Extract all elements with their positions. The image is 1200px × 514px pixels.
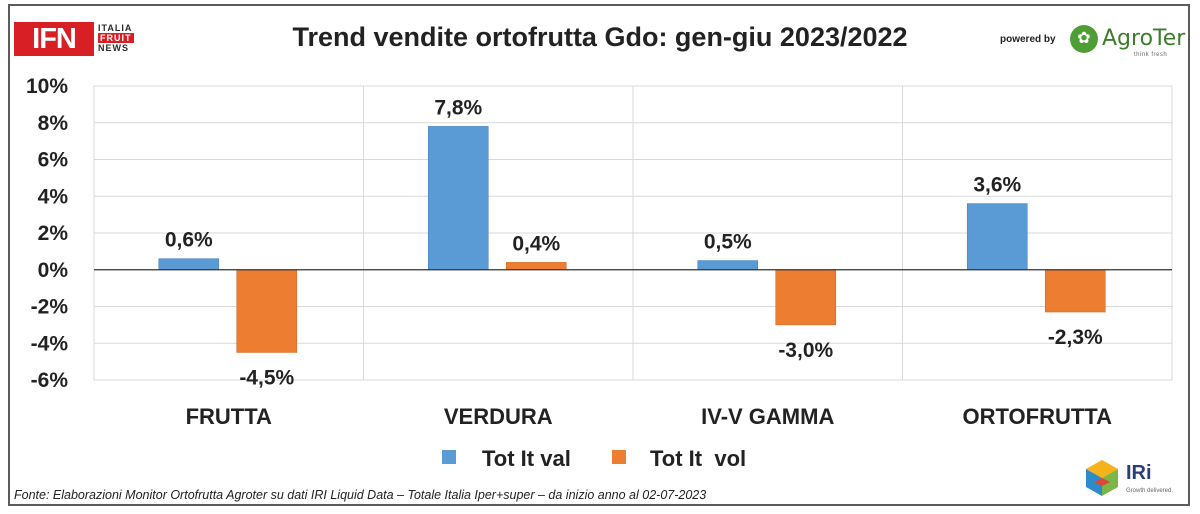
y-tick-label: 4% bbox=[38, 185, 69, 208]
legend-label-tot-it-vol: Tot It vol bbox=[650, 446, 747, 471]
chart-title: Trend vendite ortofrutta Gdo: gen-giu 20… bbox=[292, 22, 908, 52]
x-category-label: IV-V GAMMA bbox=[701, 404, 834, 429]
source-note: Fonte: Elaborazioni Monitor Ortofrutta A… bbox=[14, 488, 707, 502]
y-tick-label: 2% bbox=[38, 222, 69, 245]
iri-logo-tagline: Growth delivered. bbox=[1126, 488, 1174, 494]
agroter-logo: ✿ AgroTer think fresh bbox=[1070, 22, 1185, 62]
ifn-logo-text: ITALIA FRUIT NEWS bbox=[98, 23, 134, 53]
y-tick-label: -4% bbox=[31, 332, 69, 355]
x-category-label: ORTOFRUTTA bbox=[963, 404, 1113, 429]
y-tick-label: 0% bbox=[38, 259, 69, 282]
leaf-icon: ✿ bbox=[1070, 25, 1098, 53]
y-tick-label: 8% bbox=[38, 112, 69, 135]
ifn-logo: IFN ITALIA FRUIT NEWS bbox=[14, 18, 144, 58]
bar-val bbox=[966, 203, 1028, 271]
agroter-logo-name: AgroTer bbox=[1102, 26, 1186, 51]
powered-by-label: powered by bbox=[1000, 34, 1056, 45]
agroter-logo-tagline: think fresh bbox=[1134, 52, 1168, 58]
data-label: 0,4% bbox=[512, 232, 560, 255]
bar-val bbox=[697, 260, 759, 271]
data-label: -4,5% bbox=[239, 366, 294, 389]
iri-logo: IRi Growth delivered. bbox=[1084, 458, 1184, 502]
bar-vol bbox=[775, 269, 837, 326]
bar-val bbox=[158, 258, 220, 271]
ifn-logo-line2: FRUIT bbox=[98, 33, 134, 43]
bar-vol bbox=[1044, 269, 1106, 313]
legend-label-tot-it-val: Tot It val bbox=[482, 446, 571, 471]
data-label: 0,5% bbox=[704, 231, 752, 254]
legend-swatch-tot-it-vol bbox=[612, 450, 626, 464]
y-tick-label: 10% bbox=[26, 75, 68, 98]
iri-logo-name: IRi bbox=[1126, 462, 1152, 484]
y-tick-label: 6% bbox=[38, 149, 69, 172]
y-tick-label: -6% bbox=[31, 369, 69, 392]
data-label: 3,6% bbox=[973, 174, 1021, 197]
x-category-label: VERDURA bbox=[444, 404, 553, 429]
bar-val bbox=[427, 126, 489, 271]
y-tick-label: -2% bbox=[31, 296, 69, 319]
bar-vol bbox=[236, 269, 298, 353]
data-label: -3,0% bbox=[778, 339, 833, 362]
ifn-logo-mark: IFN bbox=[14, 22, 94, 56]
bar-vol bbox=[505, 262, 567, 271]
data-label: -2,3% bbox=[1048, 326, 1103, 349]
iri-cube-icon bbox=[1086, 460, 1118, 496]
ifn-logo-line1: ITALIA bbox=[98, 23, 133, 33]
ifn-logo-line3: NEWS bbox=[98, 43, 129, 53]
data-label: 0,6% bbox=[165, 229, 213, 252]
legend-swatch-tot-it-val bbox=[442, 450, 456, 464]
x-category-label: FRUTTA bbox=[186, 404, 272, 429]
data-label: 7,8% bbox=[434, 96, 482, 119]
